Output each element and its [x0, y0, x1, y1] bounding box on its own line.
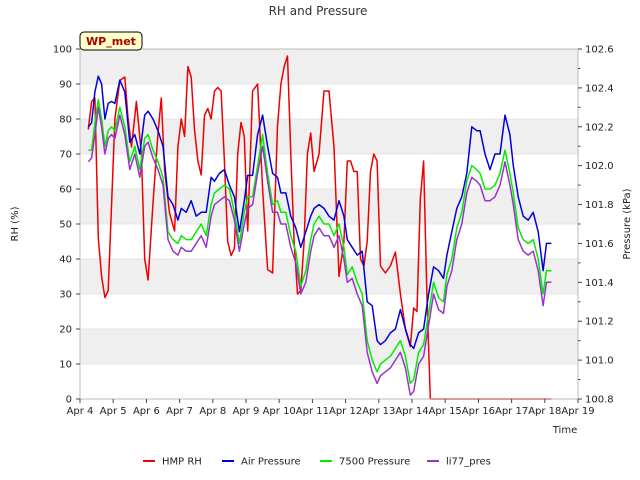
- x-axis-label: Time: [552, 425, 577, 436]
- y2-tick-label: 100.8: [585, 395, 614, 406]
- grid-band: [80, 329, 578, 364]
- y-axis-right: 100.8 101.0 101.2 101.4 101.6 101.8 102.0 102.2…: [578, 45, 614, 406]
- x-tick-label: Apr 4: [67, 406, 94, 417]
- y2-axis-label: Pressure (kPa): [622, 188, 633, 259]
- legend-item: 7500 Pressure: [320, 457, 410, 468]
- y-tick-label: 0: [66, 395, 72, 406]
- legend-label: li77_pres: [446, 457, 491, 468]
- badge-label: WP_met: [86, 35, 136, 48]
- y2-tick-label: 102.0: [585, 161, 614, 172]
- y2-tick-label: 102.2: [585, 122, 614, 133]
- series-line-7500-pressure: [88, 98, 552, 385]
- y2-tick-label: 101.0: [585, 356, 614, 367]
- x-tick-label: Apr 19: [561, 406, 594, 417]
- y-tick-label: 70: [59, 150, 72, 161]
- y-tick-label: 60: [59, 185, 72, 196]
- y2-tick-label: 101.2: [585, 317, 614, 328]
- x-axis: Apr 4 Apr 5 Apr 6 Apr 7 Apr 8 Apr 9 Apr 10 Apr …: [67, 399, 595, 417]
- x-tick-label: Apr 10: [263, 406, 296, 417]
- series-line-hmp-rh: [87, 55, 552, 400]
- x-tick-label: Apr 6: [133, 406, 160, 417]
- grid-band: [80, 189, 578, 224]
- x-tick-label: Apr 17: [495, 406, 528, 417]
- x-tick-label: Apr 11: [296, 406, 329, 417]
- y-tick-label: 50: [59, 220, 72, 231]
- legend-label: Air Pressure: [241, 457, 301, 468]
- series-line-air-pressure: [87, 75, 552, 350]
- grid-band: [80, 259, 578, 294]
- y2-tick-label: 101.8: [585, 200, 614, 211]
- badge-box: [79, 31, 143, 51]
- x-tick-label: Apr 14: [395, 406, 428, 417]
- legend: HMP RH Air Pressure 7500 Pressure li77_pres: [143, 457, 491, 468]
- legend-label: 7500 Pressure: [339, 457, 410, 468]
- x-tick-label: Apr 7: [166, 406, 193, 417]
- x-tick-label: Apr 15: [429, 406, 462, 417]
- y-axis-left: 0 10 20 30 40 50 60 70 80 90 100: [53, 45, 80, 406]
- x-tick-label: Apr 5: [100, 406, 127, 417]
- legend-item: Air Pressure: [222, 457, 301, 468]
- x-tick-label: Apr 12: [329, 406, 362, 417]
- series-line-li77-pres: [87, 106, 552, 396]
- y-axis-label: RH (%): [10, 206, 21, 241]
- legend-item: HMP RH: [143, 457, 202, 468]
- series-layer: [87, 55, 552, 400]
- y2-tick-label: 102.4: [585, 83, 614, 94]
- y-tick-label: 90: [59, 80, 72, 91]
- chart-title: RH and Pressure: [269, 4, 368, 18]
- legend-item: li77_pres: [427, 457, 491, 468]
- y-tick-label: 100: [53, 45, 72, 56]
- x-tick-label: Apr 16: [462, 406, 495, 417]
- y-tick-label: 40: [59, 255, 72, 266]
- legend-label: HMP RH: [162, 457, 202, 468]
- x-tick-label: Apr 18: [528, 406, 561, 417]
- grid-band: [80, 49, 578, 84]
- y-tick-label: 80: [59, 115, 72, 126]
- x-tick-label: Apr 9: [233, 406, 260, 417]
- y-tick-label: 30: [59, 290, 72, 301]
- y-tick-label: 10: [59, 360, 72, 371]
- y-tick-label: 20: [59, 325, 72, 336]
- wp-met-badge: WP_met: [79, 31, 143, 51]
- y2-tick-label: 102.6: [585, 45, 614, 56]
- y2-tick-label: 101.6: [585, 239, 614, 250]
- x-tick-label: Apr 13: [362, 406, 395, 417]
- y2-tick-label: 101.4: [585, 278, 614, 289]
- x-tick-label: Apr 8: [199, 406, 226, 417]
